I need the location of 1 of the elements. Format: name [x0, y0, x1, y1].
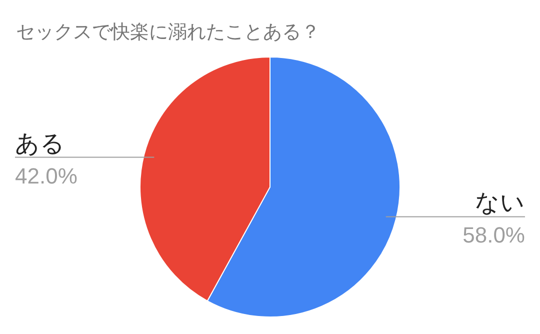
title: セックスで快楽に溺れたことある？	[16, 22, 320, 43]
